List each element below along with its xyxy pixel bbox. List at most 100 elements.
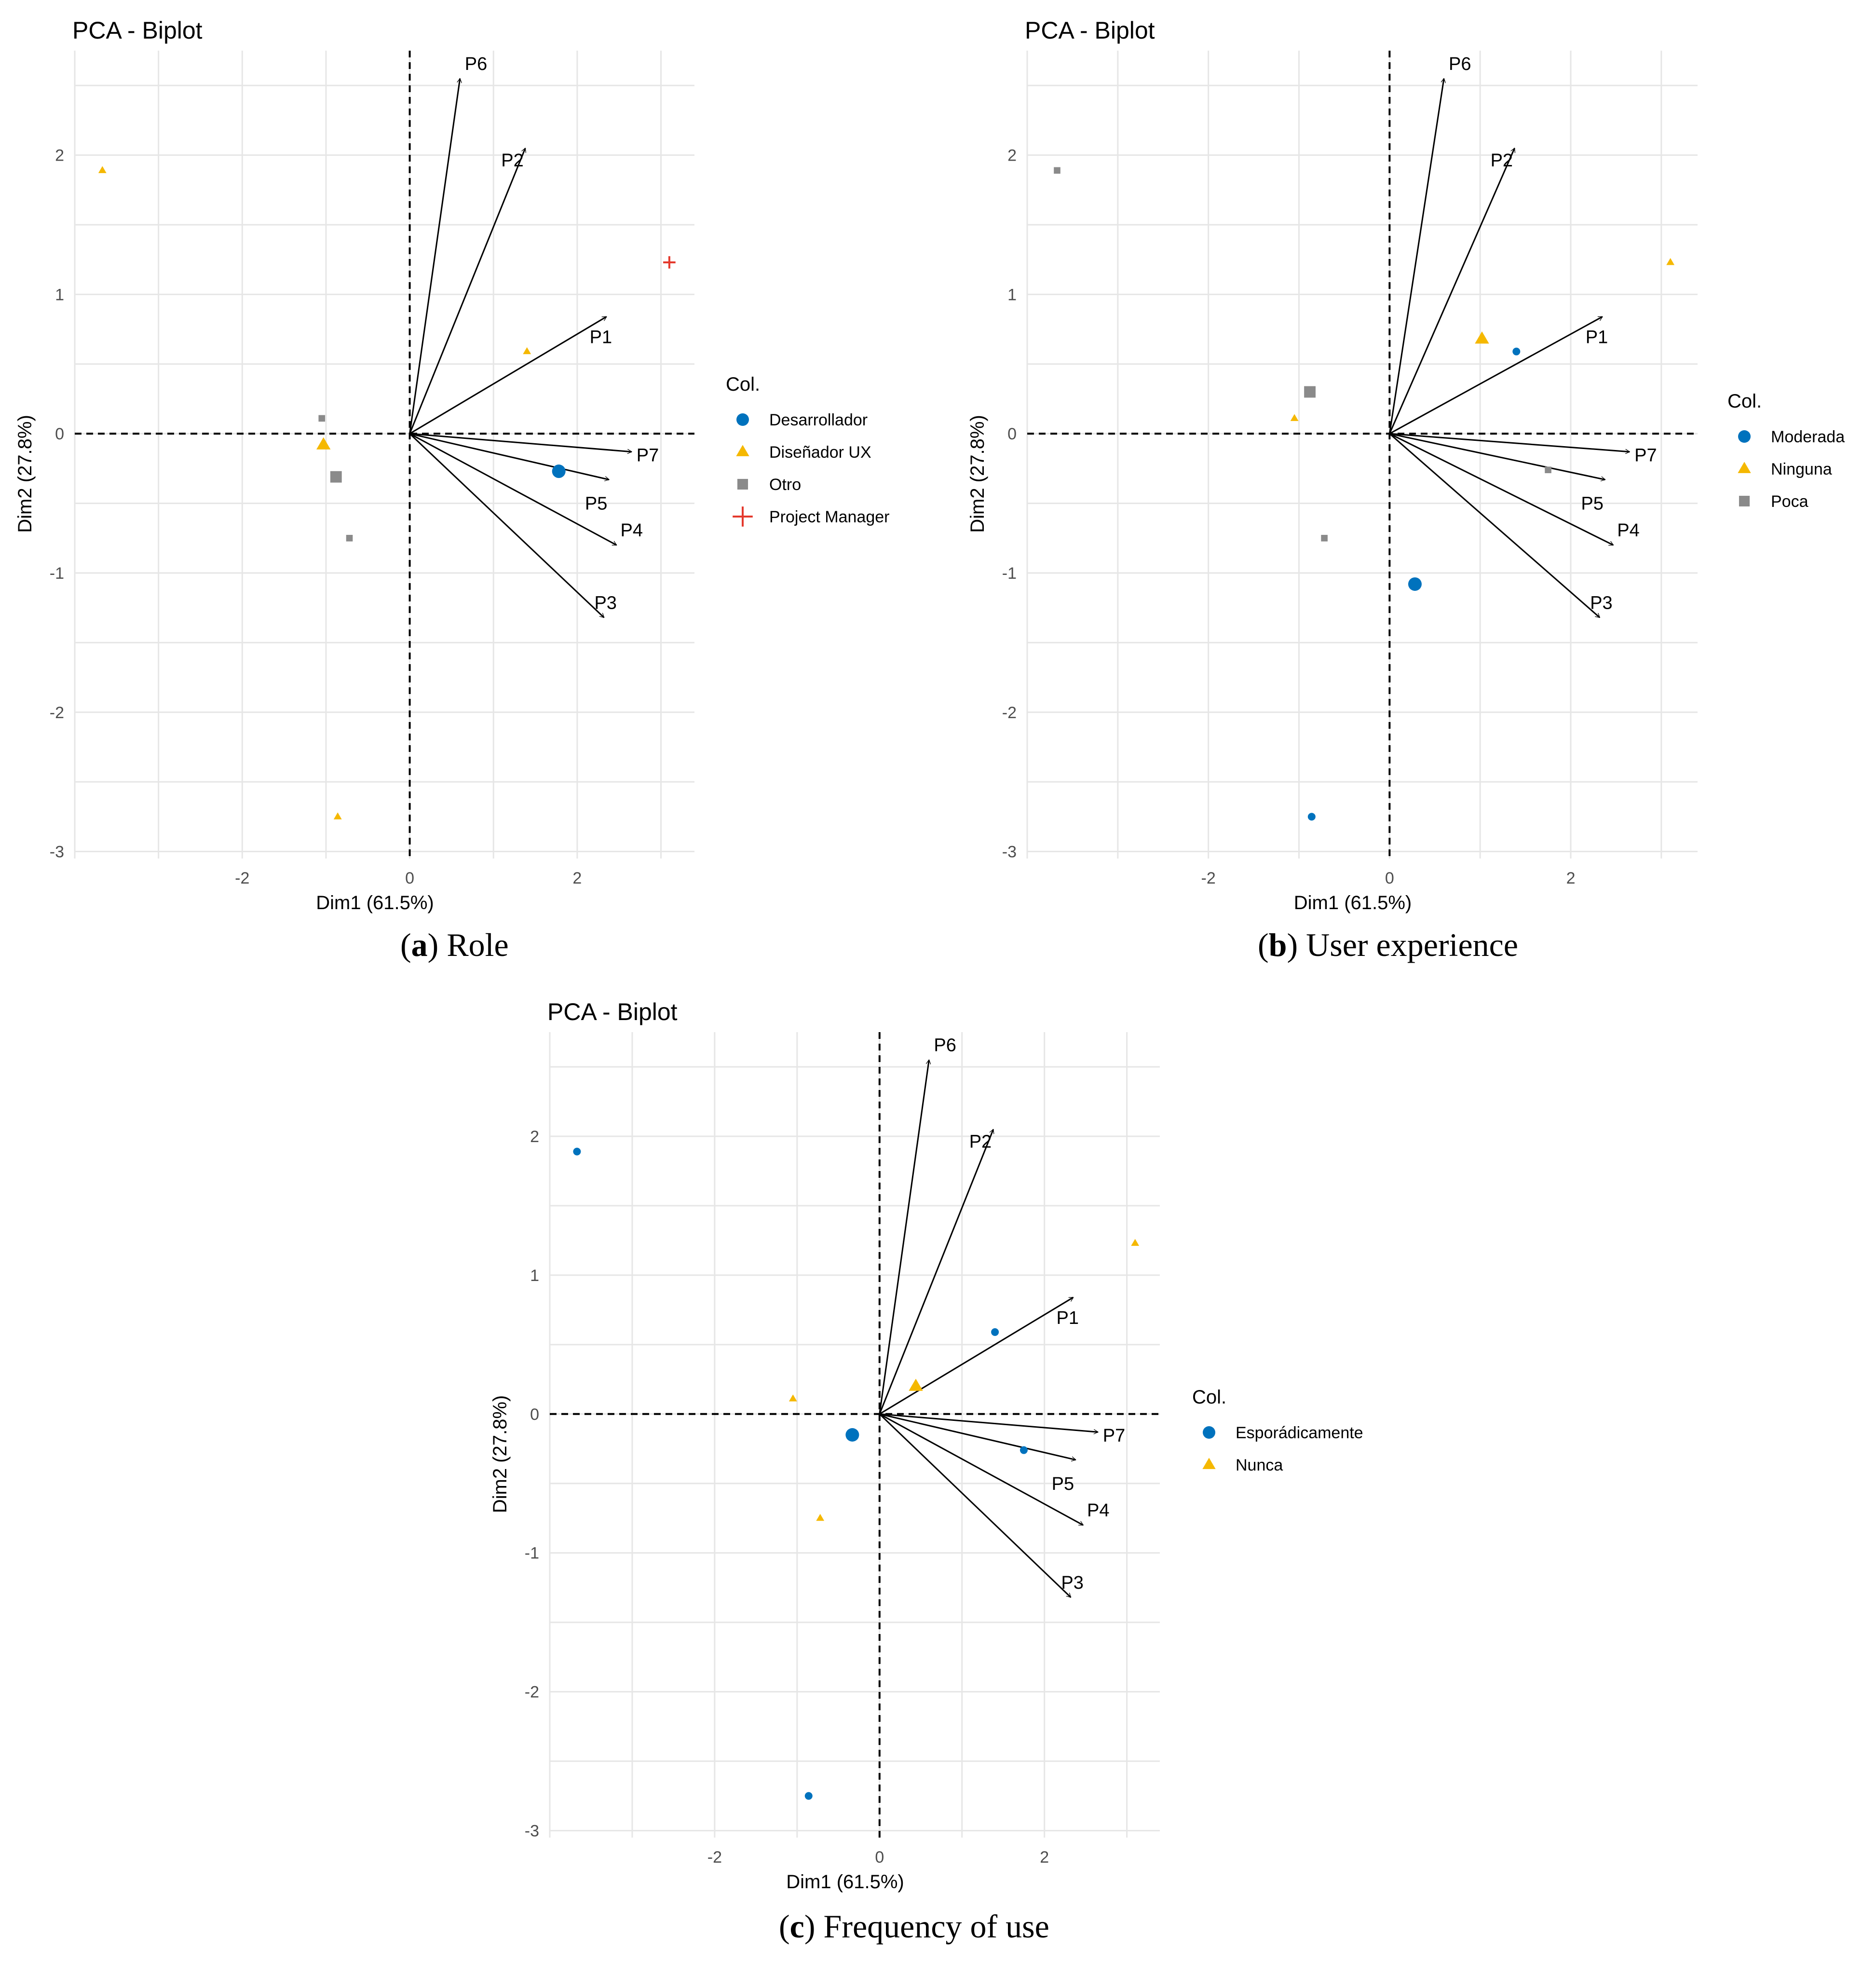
- legend-key-triangle: [736, 445, 749, 456]
- point-mean: [1408, 577, 1422, 591]
- arrow-p7: [879, 1413, 1098, 1432]
- legend-key-square: [1739, 495, 1750, 507]
- point-individual: [1666, 258, 1675, 265]
- arrow-label-p6: P6: [1449, 54, 1471, 74]
- point-individual: [1512, 347, 1521, 355]
- x-tick-label: 0: [405, 869, 414, 887]
- biplot-panel-b: -2 0 2 -3 -2 -1 0 1 2 Dim1 (61.5%) Dim2 (27.8%) PCA…: [967, 17, 1845, 913]
- y-tick-label: -1: [525, 1544, 539, 1563]
- legend-entry-label: Moderada: [1771, 428, 1845, 446]
- legend-key-triangle: [1202, 1458, 1216, 1469]
- legend-key-cross: [733, 506, 753, 527]
- point-individual: [1054, 167, 1060, 174]
- y-tick-label: 1: [55, 286, 64, 304]
- y-tick-label: -3: [525, 1822, 539, 1840]
- arrow-label-p7: P7: [637, 446, 659, 466]
- arrow-p2: [1388, 148, 1514, 434]
- y-axis-label: Dim2 (27.8%): [967, 415, 988, 533]
- arrow-label-p3: P3: [1590, 593, 1612, 613]
- point-mean: [1304, 386, 1316, 398]
- legend: Col. Desarrollador Diseñador UX Otro Project…: [726, 374, 889, 527]
- chart-title: PCA - Biplot: [72, 17, 203, 44]
- point-mean: [1475, 331, 1489, 344]
- point-individual: [1020, 1446, 1028, 1454]
- grid: [74, 51, 694, 859]
- y-tick-label: -2: [1002, 704, 1017, 722]
- point-individual: [333, 812, 342, 819]
- legend: Col. Moderada Ninguna Poca: [1727, 391, 1845, 511]
- x-tick-label: -2: [1201, 869, 1216, 887]
- arrow-label-p1: P1: [590, 327, 612, 348]
- arrow-label-p7: P7: [1103, 1426, 1125, 1446]
- x-tick-label: 0: [875, 1848, 884, 1867]
- legend-key-circle: [736, 413, 749, 426]
- legend-entry-label: Nunca: [1236, 1456, 1283, 1474]
- x-tick-label: 0: [1385, 869, 1394, 887]
- arrow-label-p1: P1: [1586, 327, 1608, 348]
- arrow-label-p2: P2: [969, 1132, 992, 1152]
- y-tick-label: 2: [55, 147, 64, 165]
- point-mean: [330, 471, 342, 483]
- y-tick-label: -3: [50, 843, 64, 861]
- x-axis-label: Dim1 (61.5%): [786, 1871, 904, 1893]
- y-tick-label: -1: [50, 564, 64, 583]
- legend-key-circle: [1203, 1426, 1215, 1439]
- caption-user-experience: (b) User experience: [1258, 927, 1518, 963]
- arrow-p1: [409, 316, 607, 435]
- arrow-p4: [409, 433, 617, 546]
- arrow-label-p2: P2: [1491, 150, 1513, 171]
- point-individual: [1545, 466, 1551, 474]
- y-tick-label: 0: [530, 1405, 539, 1424]
- x-tick-label: -2: [707, 1848, 722, 1867]
- point-individual: [573, 1147, 581, 1156]
- legend-entry-label: Desarrollador: [769, 411, 868, 429]
- arrow-label-p6: P6: [934, 1036, 956, 1056]
- arrow-p5: [409, 433, 609, 479]
- x-axis-label: Dim1 (61.5%): [1294, 892, 1412, 913]
- arrow-p4: [879, 1413, 1083, 1526]
- legend-title: Col.: [1192, 1387, 1226, 1408]
- y-tick-label: 2: [1007, 147, 1017, 165]
- arrow-p5: [879, 1413, 1076, 1460]
- y-tick-label: 0: [1007, 425, 1017, 443]
- biplot-panel-c: -2 0 2 -3 -2 -1 0 1 2 Dim1 (61.5%) Dim2 (27.8%) PCA…: [489, 998, 1363, 1893]
- legend-entry-label: Otro: [769, 476, 801, 494]
- legend: Col. Esporádicamente Nunca: [1192, 1387, 1363, 1474]
- arrow-p2: [409, 148, 526, 434]
- chart-title: PCA - Biplot: [547, 998, 678, 1025]
- grid: [1026, 51, 1698, 859]
- legend-title: Col.: [726, 374, 760, 395]
- legend-entry-label: Ninguna: [1771, 460, 1832, 478]
- point-individual: [788, 1394, 797, 1402]
- arrow-label-p5: P5: [1052, 1474, 1074, 1494]
- y-axis-label: Dim2 (27.8%): [14, 415, 36, 533]
- arrow-p3: [879, 1413, 1072, 1598]
- arrow-p4: [1389, 433, 1613, 546]
- arrow-label-p4: P4: [1617, 520, 1639, 541]
- y-tick-label: 0: [55, 425, 64, 443]
- grid: [549, 1032, 1160, 1838]
- y-tick-label: -2: [50, 704, 64, 722]
- point-individual: [318, 415, 326, 422]
- arrow-label-p7: P7: [1634, 446, 1657, 466]
- arrow-p3: [409, 433, 605, 618]
- point-individual: [523, 347, 531, 354]
- point-individual: [98, 166, 107, 173]
- x-axis-label: Dim1 (61.5%): [316, 892, 434, 913]
- y-tick-label: 2: [530, 1128, 539, 1146]
- legend-key-circle: [1738, 430, 1751, 443]
- legend-entry-label: Poca: [1771, 492, 1808, 511]
- point-individual: [1131, 1239, 1140, 1246]
- x-tick-label: 2: [572, 869, 582, 887]
- y-tick-label: 1: [1007, 286, 1017, 304]
- point-mean: [316, 437, 331, 450]
- x-tick-label: 2: [1040, 1848, 1049, 1867]
- caption-frequency-of-use: (c) Frequency of use: [779, 1908, 1049, 1945]
- legend-key-square: [737, 478, 748, 490]
- point-individual: [1307, 813, 1316, 821]
- biplot-panel-a: -2 0 2 -3 -2 -1 0 1 2 Dim1 (61.5%) Dim2 (27.8%) PCA…: [14, 17, 889, 913]
- arrow-p2: [879, 1130, 993, 1415]
- arrow-p7: [1389, 433, 1630, 452]
- legend-key-triangle: [1738, 462, 1751, 473]
- arrow-p1: [879, 1296, 1074, 1415]
